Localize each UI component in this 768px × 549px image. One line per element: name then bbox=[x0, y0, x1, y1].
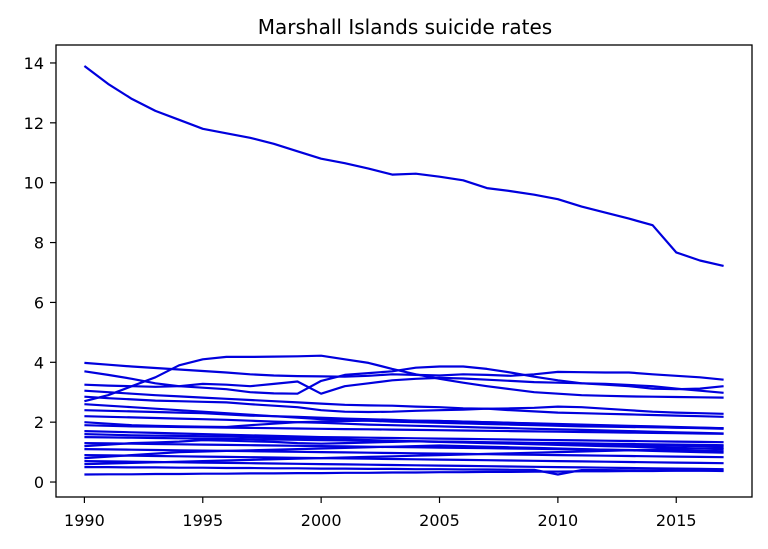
series-line-3 bbox=[84, 354, 724, 403]
series-line-5 bbox=[84, 376, 724, 395]
y-tick-label: 12 bbox=[24, 114, 44, 133]
series-line-22 bbox=[84, 419, 724, 430]
series-line-7 bbox=[84, 395, 724, 418]
x-tick-label: 2015 bbox=[656, 511, 697, 530]
series-line-23 bbox=[84, 446, 724, 466]
series-line-2 bbox=[84, 361, 724, 381]
y-tick-label: 10 bbox=[24, 174, 44, 193]
series-line-6 bbox=[84, 389, 724, 415]
y-axis-ticks: 0 2 4 6 8 10 12 14 bbox=[24, 54, 56, 492]
y-tick-label: 14 bbox=[24, 54, 44, 73]
series-lines bbox=[83, 65, 724, 476]
x-tick-label: 1995 bbox=[182, 511, 223, 530]
x-tick-label: 1990 bbox=[64, 511, 105, 530]
y-tick-label: 2 bbox=[34, 413, 44, 432]
series-line-16 bbox=[84, 454, 724, 465]
y-tick-label: 4 bbox=[34, 353, 44, 372]
y-tick-label: 8 bbox=[34, 234, 44, 253]
series-line-24 bbox=[84, 433, 724, 451]
x-tick-label: 2000 bbox=[301, 511, 342, 530]
series-line-10 bbox=[84, 415, 724, 435]
series-line-15 bbox=[84, 448, 724, 459]
x-tick-label: 2005 bbox=[419, 511, 460, 530]
x-axis-ticks: 1990 1995 2000 2005 2010 2015 bbox=[64, 497, 697, 530]
chart-title: Marshall Islands suicide rates bbox=[258, 15, 552, 39]
plot-frame bbox=[55, 44, 753, 498]
series-line-1 bbox=[83, 65, 724, 267]
series-line-19 bbox=[84, 469, 724, 476]
y-tick-label: 6 bbox=[34, 293, 44, 312]
series-line-12 bbox=[84, 430, 724, 444]
x-tick-label: 2010 bbox=[538, 511, 579, 530]
y-tick-label: 0 bbox=[34, 473, 44, 492]
